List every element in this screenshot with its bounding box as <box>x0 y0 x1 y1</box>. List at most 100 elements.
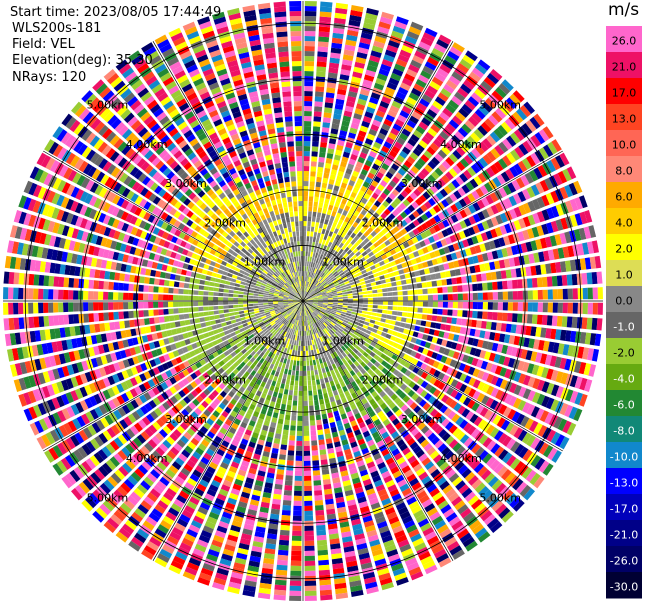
ray <box>212 301 303 591</box>
range-label: 2.00km <box>204 216 246 229</box>
range-label: 5.00km <box>87 99 129 112</box>
ray <box>303 301 379 595</box>
elevation-label: Elevation(deg): 35.30 <box>12 53 153 68</box>
range-label: 1.00km <box>322 334 364 347</box>
azimuth-spokes <box>3 1 603 601</box>
colorbar-segment <box>606 78 642 105</box>
colorbar-tick-label: -2.0 <box>613 347 634 360</box>
ray <box>29 301 303 436</box>
ray <box>303 1 317 301</box>
ray <box>303 21 424 301</box>
ray <box>303 301 554 476</box>
ray <box>197 301 303 586</box>
field-label: Field: VEL <box>12 37 75 52</box>
colorbar-tick-label: 13.0 <box>612 113 637 126</box>
ray <box>4 301 303 347</box>
ray <box>44 139 303 301</box>
colorbar-segment <box>606 468 642 495</box>
range-label: 4.00km <box>440 138 482 151</box>
ray <box>242 301 303 597</box>
ray <box>303 2 349 301</box>
start-time-label: Start time: 2023/08/05 17:44:49 <box>10 5 222 20</box>
ray <box>303 34 452 301</box>
ray <box>303 5 364 301</box>
ray <box>4 255 303 301</box>
range-labels: 1.00km 1.00km 1.00km 1.00km 2.00km 2.00km 2.00… <box>87 99 521 505</box>
azimuth-spoke <box>302 300 454 561</box>
ray <box>303 287 603 301</box>
colorbar: 26.0 21.0 17.0 13.0 10.0 8.0 6.0 4.0 2.0 1.0 0.0 -1… <box>606 26 642 599</box>
colorbar-segment <box>606 312 642 339</box>
ray <box>13 210 303 301</box>
range-label: 2.00km <box>362 374 404 387</box>
ray <box>115 301 303 543</box>
ray <box>303 301 438 575</box>
ray <box>36 152 303 301</box>
ray <box>303 301 602 347</box>
colorbar-segment <box>606 208 642 235</box>
azimuth-spoke <box>302 41 454 302</box>
colorbar-tick-label: -10.0 <box>610 451 638 464</box>
colorbar-segment <box>606 572 642 599</box>
colorbar-segment <box>606 286 642 313</box>
ray <box>303 27 438 301</box>
ray <box>9 225 303 301</box>
ray <box>52 301 303 476</box>
ray <box>303 225 597 301</box>
colorbar-segment <box>606 546 642 573</box>
ray <box>303 126 554 301</box>
ray <box>303 301 317 601</box>
ray <box>303 271 603 301</box>
range-label: 1.00km <box>322 256 364 269</box>
colorbar-tick-label: -30.0 <box>610 581 638 594</box>
ray <box>303 301 333 601</box>
colorbar-segment <box>606 442 642 469</box>
ray <box>168 301 303 575</box>
ray <box>303 301 514 523</box>
ray <box>303 301 597 377</box>
ray <box>273 301 303 601</box>
colorbar-tick-label: -8.0 <box>613 425 634 438</box>
ray <box>18 301 303 407</box>
ray <box>227 301 303 595</box>
ray <box>303 301 588 407</box>
azimuth-spoke <box>152 300 304 561</box>
colorbar-tick-label: -21.0 <box>610 529 638 542</box>
ray <box>303 11 394 301</box>
colorbar-segment <box>606 234 642 261</box>
azimuth-spoke <box>43 150 304 302</box>
ray <box>257 301 303 600</box>
ray <box>303 59 491 301</box>
colorbar-segment <box>606 520 642 547</box>
ray <box>128 301 303 552</box>
ray <box>303 152 570 301</box>
ray <box>303 301 593 392</box>
ray <box>303 79 514 301</box>
colorbar-segment <box>606 416 642 443</box>
ray <box>29 166 303 301</box>
ray <box>303 1 333 301</box>
range-label: 5.00km <box>87 491 129 504</box>
colorbar-tick-label: -6.0 <box>613 399 634 412</box>
ray <box>303 301 525 512</box>
range-label: 4.00km <box>440 452 482 465</box>
colorbar-tick-label: 21.0 <box>612 61 637 74</box>
ray <box>3 301 303 331</box>
azimuth-spoke <box>43 300 304 452</box>
colorbar-segment <box>606 364 642 391</box>
ray <box>289 301 303 601</box>
colorbar-tick-label: 8.0 <box>615 165 633 178</box>
colorbar-segment <box>606 260 642 287</box>
colorbar-tick-label: 1.0 <box>615 269 633 282</box>
azimuth-spoke <box>302 300 563 452</box>
ray <box>182 21 303 301</box>
ray <box>303 69 503 301</box>
ray <box>71 301 303 501</box>
ray <box>154 34 303 301</box>
ray <box>303 301 452 568</box>
range-label: 4.00km <box>126 452 168 465</box>
colorbar-tick-label: -1.0 <box>613 321 634 334</box>
range-label: 1.00km <box>244 334 286 347</box>
colorbar-segment <box>606 494 642 521</box>
ray <box>92 301 303 523</box>
